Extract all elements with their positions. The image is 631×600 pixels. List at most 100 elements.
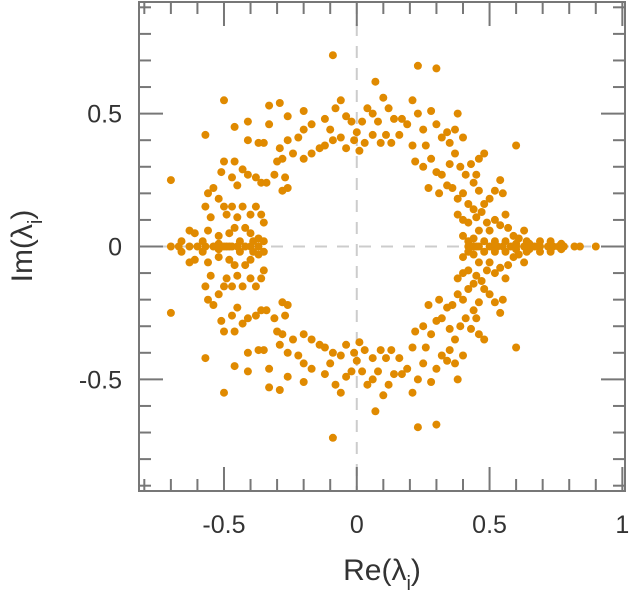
data-point bbox=[408, 96, 417, 105]
data-point bbox=[249, 247, 258, 256]
data-point bbox=[485, 194, 494, 203]
data-point bbox=[469, 250, 478, 259]
data-point bbox=[220, 202, 228, 211]
data-point bbox=[355, 146, 364, 155]
data-point bbox=[480, 247, 489, 256]
data-point bbox=[342, 112, 351, 121]
data-point bbox=[496, 221, 505, 230]
data-point bbox=[419, 359, 428, 368]
data-point bbox=[360, 346, 369, 355]
data-point bbox=[307, 364, 316, 373]
data-point bbox=[480, 285, 489, 293]
data-point bbox=[504, 223, 513, 232]
data-point bbox=[427, 107, 436, 115]
data-point bbox=[217, 316, 226, 325]
data-point bbox=[214, 194, 223, 203]
data-point bbox=[238, 282, 247, 291]
data-point bbox=[243, 314, 252, 323]
data-point bbox=[326, 125, 335, 134]
data-point bbox=[307, 149, 316, 158]
data-point bbox=[233, 181, 242, 190]
data-point bbox=[214, 290, 223, 299]
data-point bbox=[451, 125, 459, 134]
data-point bbox=[331, 104, 340, 113]
data-point bbox=[204, 226, 212, 235]
data-point bbox=[496, 308, 505, 317]
data-point bbox=[220, 157, 228, 166]
data-point bbox=[204, 295, 212, 304]
data-point bbox=[432, 64, 441, 73]
data-point bbox=[336, 96, 345, 105]
data-point bbox=[204, 189, 212, 198]
data-point bbox=[459, 231, 467, 240]
data-point bbox=[294, 351, 303, 360]
data-point bbox=[453, 210, 462, 219]
data-point bbox=[453, 194, 462, 203]
data-point bbox=[472, 170, 481, 179]
data-point bbox=[281, 311, 290, 320]
data-point bbox=[201, 130, 210, 139]
data-point bbox=[437, 170, 446, 179]
data-point bbox=[501, 237, 510, 246]
data-point bbox=[190, 255, 199, 264]
data-point bbox=[177, 247, 186, 256]
data-point bbox=[520, 258, 529, 267]
data-point bbox=[275, 340, 284, 349]
data-point bbox=[501, 274, 510, 283]
data-point bbox=[467, 160, 475, 169]
data-point bbox=[214, 253, 223, 262]
y-tick-label: 0 bbox=[108, 234, 122, 262]
data-point bbox=[275, 99, 284, 107]
data-point bbox=[336, 388, 345, 397]
data-point bbox=[243, 348, 252, 357]
data-point bbox=[281, 173, 290, 182]
data-point bbox=[459, 253, 467, 262]
data-point bbox=[461, 170, 470, 179]
data-point bbox=[217, 168, 226, 177]
data-point bbox=[190, 229, 199, 238]
data-point bbox=[307, 120, 316, 129]
data-point bbox=[222, 210, 231, 219]
scatter-points bbox=[166, 51, 600, 442]
data-point bbox=[259, 346, 268, 355]
data-point bbox=[233, 303, 242, 312]
data-point bbox=[278, 330, 287, 339]
data-point bbox=[453, 375, 462, 384]
x-tick-label: -0.5 bbox=[202, 511, 245, 539]
data-point bbox=[363, 104, 372, 113]
data-point bbox=[328, 51, 337, 60]
data-point bbox=[456, 162, 465, 171]
data-point bbox=[262, 178, 271, 187]
data-point bbox=[512, 343, 521, 352]
data-point bbox=[214, 245, 223, 254]
data-point bbox=[331, 380, 340, 389]
data-point bbox=[246, 274, 255, 283]
data-point bbox=[382, 130, 390, 139]
data-point bbox=[265, 120, 274, 129]
data-point bbox=[355, 338, 364, 347]
data-point bbox=[201, 282, 210, 291]
data-point bbox=[299, 330, 308, 339]
data-point bbox=[451, 359, 459, 368]
y-tick-label: 0.5 bbox=[87, 101, 122, 129]
data-point bbox=[432, 120, 441, 129]
data-point bbox=[408, 343, 417, 352]
data-point bbox=[233, 213, 242, 222]
data-point bbox=[482, 218, 491, 227]
data-point bbox=[299, 359, 308, 368]
data-point bbox=[443, 356, 452, 365]
data-point bbox=[241, 261, 250, 270]
data-point bbox=[464, 200, 473, 208]
data-point bbox=[209, 184, 218, 192]
data-point bbox=[536, 247, 544, 256]
data-point bbox=[411, 327, 420, 336]
data-point bbox=[363, 380, 372, 389]
data-point bbox=[490, 186, 499, 195]
data-point bbox=[251, 202, 260, 211]
data-point bbox=[413, 423, 422, 432]
data-point bbox=[557, 245, 566, 254]
data-point bbox=[464, 218, 473, 227]
data-point bbox=[342, 372, 351, 381]
data-point bbox=[347, 367, 356, 376]
